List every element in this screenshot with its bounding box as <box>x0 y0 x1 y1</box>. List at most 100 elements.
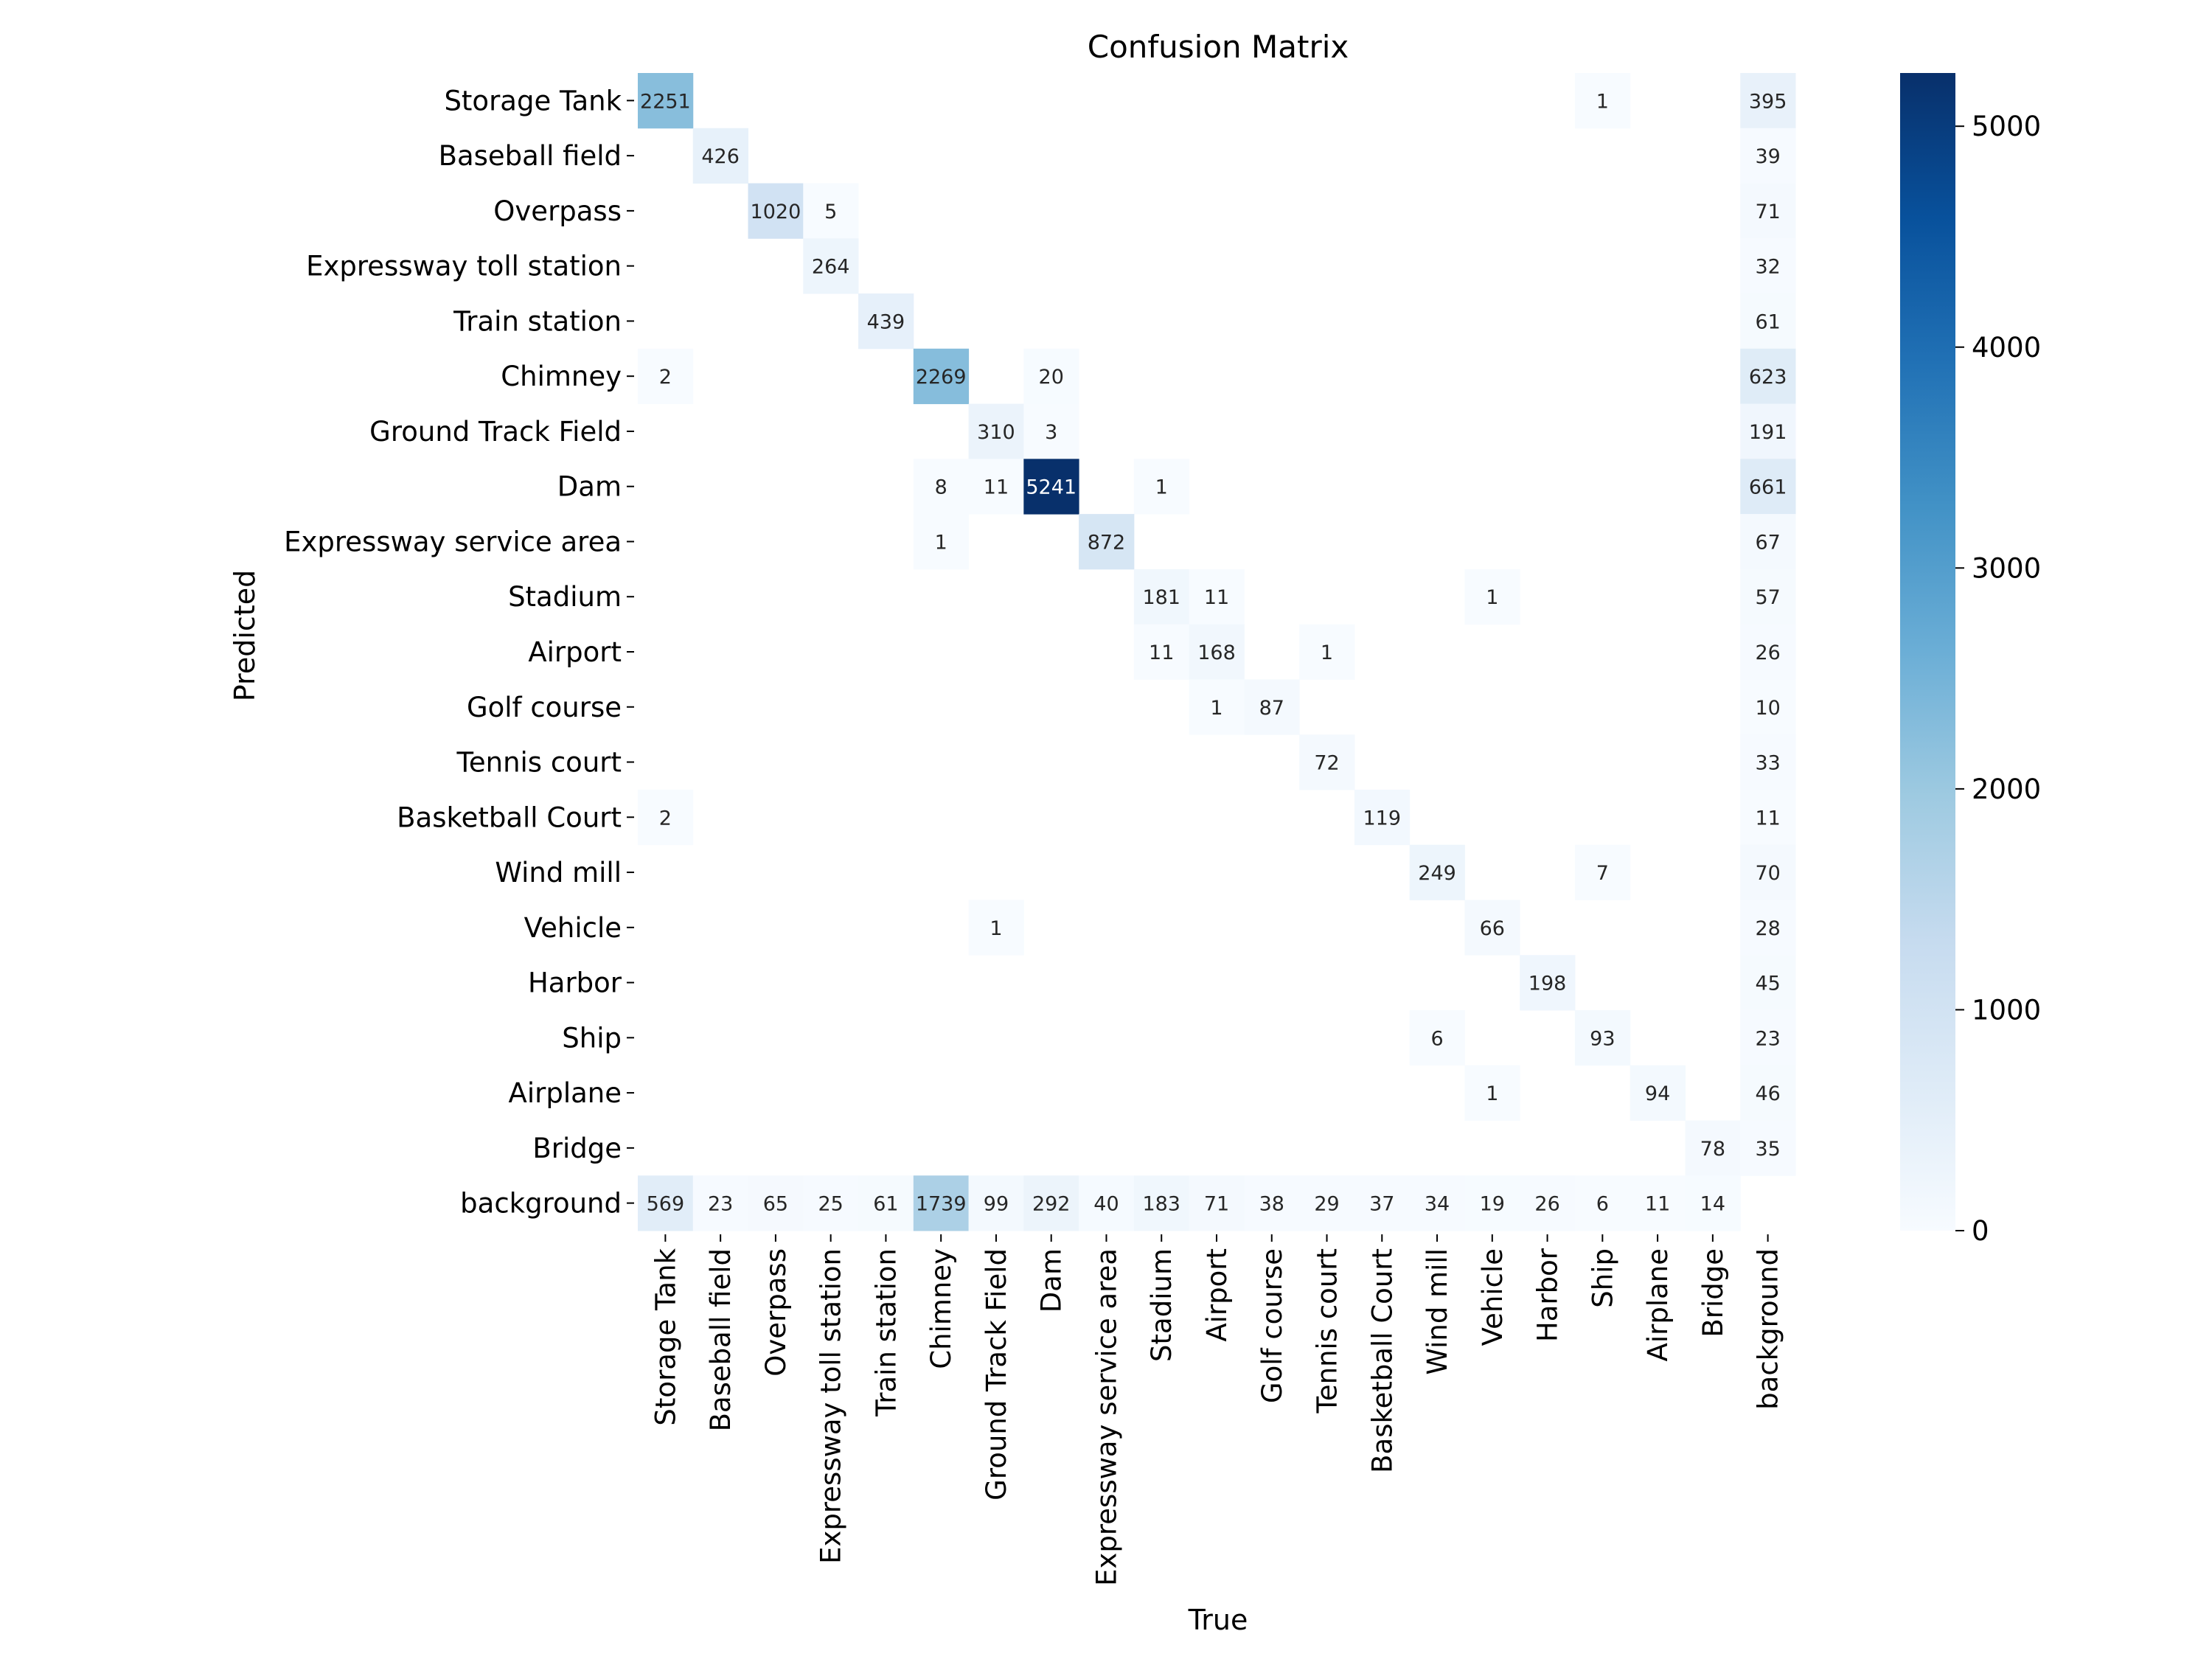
heatmap-cell <box>1740 955 1796 1011</box>
x-tick-label: Vehicle <box>1477 1248 1509 1346</box>
y-tick-label: Harbor <box>528 967 622 999</box>
heatmap-cell <box>1520 955 1576 1011</box>
cell-value-label: 61 <box>1755 310 1780 333</box>
heatmap-cell <box>1189 679 1245 735</box>
y-tick-label: Expressway toll station <box>306 251 622 282</box>
y-tick-label: Airplane <box>509 1077 622 1109</box>
heatmap-cell <box>1574 73 1631 129</box>
heatmap-cell <box>1244 1175 1300 1231</box>
colorbar-tick-label: 1000 <box>1972 994 2041 1026</box>
y-tick-label: Ship <box>562 1022 622 1054</box>
heatmap-cell <box>1630 1175 1686 1231</box>
heatmap-cell <box>1354 789 1411 846</box>
cell-value-label: 2269 <box>916 366 967 389</box>
heatmap-cell <box>1299 734 1355 790</box>
x-tick-label: Harbor <box>1532 1248 1564 1342</box>
heatmap-cell <box>858 1175 914 1231</box>
cell-value-label: 26 <box>1755 641 1780 664</box>
heatmap-cell <box>1133 624 1190 680</box>
x-tick-label: Golf course <box>1256 1248 1288 1403</box>
heatmap-cell <box>913 348 970 405</box>
heatmap-cell <box>638 1175 694 1231</box>
x-tick-label: Baseball field <box>705 1248 737 1431</box>
heatmap-cell <box>638 789 694 846</box>
x-tick-label: Ground Track Field <box>981 1248 1012 1501</box>
cell-value-label: 569 <box>647 1193 685 1216</box>
colorbar-tick-label: 3000 <box>1972 552 2041 584</box>
cell-value-label: 1 <box>1486 586 1498 609</box>
cell-value-label: 264 <box>812 256 850 279</box>
heatmap-cell <box>692 128 749 184</box>
cell-value-label: 426 <box>701 145 740 168</box>
colorbar-ticks: 0 1000 2000 3000 4000 5000 <box>1955 111 2041 1247</box>
cell-value-label: 23 <box>1755 1027 1780 1050</box>
y-tick-label: Overpass <box>493 195 622 227</box>
y-tick-label: Train station <box>453 305 622 337</box>
cell-value-label: 71 <box>1755 201 1780 223</box>
cell-value-label: 8 <box>935 476 947 499</box>
cell-value-label: 310 <box>977 421 1015 444</box>
heatmap-cell <box>1740 238 1796 294</box>
cell-value-label: 2 <box>659 366 672 389</box>
heatmap-cell <box>1740 293 1796 350</box>
heatmap-cell <box>1740 514 1796 570</box>
x-tick-label: Dam <box>1036 1248 1068 1312</box>
cell-value-label: 39 <box>1755 145 1780 168</box>
cell-value-label: 72 <box>1314 752 1339 775</box>
cell-value-label: 70 <box>1755 862 1780 885</box>
cell-value-label: 3 <box>1045 421 1057 444</box>
cell-value-label: 14 <box>1700 1193 1725 1216</box>
x-tick-label: Overpass <box>760 1248 792 1377</box>
heatmap-cell <box>1079 514 1135 570</box>
heatmap-cell <box>1740 900 1796 956</box>
heatmap-cell <box>1740 844 1796 900</box>
y-tick-label: Airport <box>528 636 622 668</box>
heatmap-cell <box>1740 1120 1796 1176</box>
heatmap-cell <box>1740 734 1796 790</box>
cell-value-label: 61 <box>873 1193 898 1216</box>
colorbar-tick-label: 2000 <box>1972 773 2041 805</box>
cell-value-label: 34 <box>1425 1193 1450 1216</box>
x-tick-label: Wind mill <box>1422 1248 1453 1375</box>
heatmap-cell <box>968 900 1024 956</box>
y-tick-label: Bridge <box>532 1133 622 1164</box>
heatmap-cell <box>1409 1175 1465 1231</box>
y-tick-label: background <box>460 1188 622 1220</box>
heatmap-cell <box>1574 1009 1631 1066</box>
cell-value-label: 623 <box>1749 366 1787 389</box>
cell-value-label: 57 <box>1755 586 1780 609</box>
y-tick-label: Chimney <box>501 361 622 392</box>
x-tick-labels: Storage Tank Baseball field Overpass Expres… <box>650 1234 1784 1586</box>
cell-value-label: 1020 <box>751 201 801 223</box>
heatmap-cell <box>803 183 859 239</box>
heatmap-cell <box>1409 844 1465 900</box>
heatmap-cell <box>968 403 1024 459</box>
cell-value-label: 191 <box>1749 421 1787 444</box>
cell-value-label: 25 <box>818 1193 843 1216</box>
y-tick-label: Baseball field <box>439 140 622 172</box>
cell-value-label: 35 <box>1755 1138 1780 1161</box>
cell-value-label: 7 <box>1596 862 1609 885</box>
colorbar-tick-label: 5000 <box>1972 111 2041 142</box>
colorbar <box>1900 73 1955 1231</box>
heatmap-cell <box>1740 459 1796 515</box>
x-tick-label: Expressway toll station <box>815 1248 847 1564</box>
cell-value-label: 1 <box>990 917 1002 940</box>
cell-value-label: 1739 <box>916 1193 967 1216</box>
heatmap-cell <box>1740 569 1796 625</box>
x-tick-label: Basketball Court <box>1366 1248 1398 1473</box>
cell-value-label: 20 <box>1039 366 1064 389</box>
cell-value-label: 439 <box>867 310 905 333</box>
y-tick-label: Expressway service area <box>284 526 622 557</box>
heatmap-cell <box>692 1175 749 1231</box>
heatmap-cell <box>1023 403 1079 459</box>
cell-value-label: 6 <box>1596 1193 1609 1216</box>
cell-value-label: 19 <box>1480 1193 1505 1216</box>
heatmap-cell <box>1464 569 1520 625</box>
cell-value-label: 5 <box>824 201 837 223</box>
heatmap-cell <box>1189 569 1245 625</box>
cell-value-label: 2 <box>659 807 672 830</box>
heatmap-cells <box>638 73 1796 1231</box>
heatmap-cell <box>1133 569 1190 625</box>
cell-value-label: 45 <box>1755 973 1780 995</box>
